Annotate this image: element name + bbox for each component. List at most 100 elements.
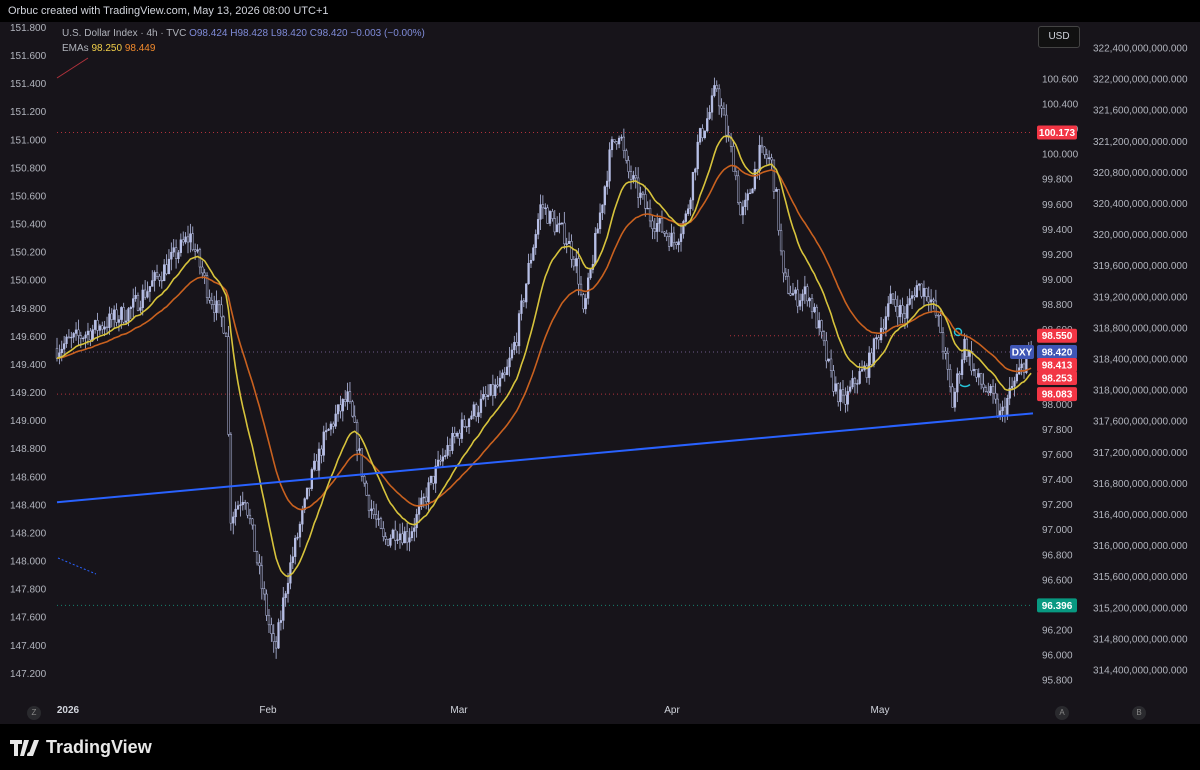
candle-body <box>467 418 471 427</box>
far-right-tick-label: 321,600,000,000.000 <box>1093 106 1188 117</box>
candle-body <box>744 199 747 207</box>
candle-body <box>818 320 821 329</box>
candle-body <box>89 330 92 341</box>
price-tag-label: 98.550 <box>1042 331 1073 342</box>
candle-body <box>889 293 892 304</box>
candle-body <box>317 448 321 471</box>
candle-body <box>813 306 816 313</box>
candle-body <box>944 350 947 354</box>
scale-mode-button[interactable]: B <box>1132 706 1146 720</box>
right-tick-label: 97.000 <box>1042 525 1073 536</box>
candle-body <box>810 298 814 313</box>
candle-body <box>279 620 283 623</box>
candle-body <box>791 293 795 296</box>
candle-body <box>101 325 104 330</box>
tradingview-logo[interactable]: TradingView <box>10 737 152 758</box>
candle-body <box>510 349 514 359</box>
candle-body <box>546 207 549 224</box>
candle-body <box>86 330 90 336</box>
candle-body <box>770 157 773 161</box>
candle-body <box>848 386 852 392</box>
candle-body <box>477 412 480 417</box>
candle-body <box>398 533 402 541</box>
price-chart[interactable]: 151.800 151.600 151.400 151.200 151.000 150.8… <box>0 22 1200 724</box>
zoom-button[interactable]: Z <box>27 706 41 720</box>
auto-scale-button[interactable]: A <box>1055 706 1069 720</box>
ema-fast-line <box>56 135 1032 578</box>
far-right-tick-label: 317,200,000,000.000 <box>1093 448 1188 459</box>
candle-body <box>675 242 678 246</box>
candle-body <box>984 387 988 392</box>
right-tick-label: 99.400 <box>1042 225 1073 236</box>
chart-area[interactable]: 151.800 151.600 151.400 151.200 151.000 150.8… <box>0 22 1200 724</box>
left-tick-label: 148.400 <box>10 500 47 511</box>
candle-body <box>684 213 687 222</box>
left-tick-label: 150.600 <box>10 191 47 202</box>
candle-body <box>244 501 247 504</box>
candle-body <box>660 218 664 233</box>
candle-body <box>222 316 225 334</box>
candle-body <box>903 313 907 319</box>
price-tag-bg <box>1037 125 1077 140</box>
left-tick-label: 149.400 <box>10 360 47 371</box>
candle-body <box>541 204 545 209</box>
right-tick-label: 97.600 <box>1042 450 1073 461</box>
candle-body <box>601 204 604 214</box>
candle-body <box>882 327 885 330</box>
candle-body <box>787 275 790 294</box>
candle-body <box>608 149 611 182</box>
candle-body <box>687 208 690 214</box>
candle-body <box>415 514 418 529</box>
candle-body <box>558 222 561 225</box>
candle-body <box>970 350 973 372</box>
candle-body <box>425 496 428 503</box>
drawing-line <box>56 57 89 79</box>
candle-body <box>637 177 640 198</box>
candle-body <box>258 562 261 567</box>
candle-body <box>822 331 826 342</box>
candle-body <box>284 593 287 598</box>
candle-body <box>696 141 699 170</box>
far-right-tick-label: 316,800,000,000.000 <box>1093 479 1188 490</box>
right-tick-label: 97.800 <box>1042 425 1073 436</box>
candle-body <box>329 423 333 430</box>
candle-body <box>732 146 735 172</box>
candle-body <box>298 523 302 538</box>
candle-body <box>525 283 528 303</box>
candle-body <box>789 292 792 296</box>
left-tick-label: 149.800 <box>10 304 47 315</box>
candle-body <box>491 384 495 396</box>
candle-body <box>1015 373 1019 382</box>
candle-body <box>844 394 847 405</box>
left-tick-label: 150.200 <box>10 248 47 259</box>
candle-body <box>453 432 456 437</box>
currency-button[interactable]: USD <box>1038 26 1080 48</box>
candle-body <box>294 537 297 557</box>
legend-low: L98.420 <box>270 28 307 39</box>
candle-body <box>872 338 876 365</box>
legend-emas-label: EMAs <box>62 43 89 54</box>
left-axis: 151.800 151.600 151.400 151.200 151.000 150.8… <box>10 23 47 680</box>
candle-body <box>239 504 242 506</box>
candle-body <box>191 233 194 251</box>
candle-body <box>241 501 244 506</box>
right-tick-label: 99.000 <box>1042 275 1073 286</box>
candle-body <box>70 336 73 339</box>
candle-body <box>344 399 347 402</box>
candle-body <box>853 378 857 384</box>
candle-body <box>798 300 802 307</box>
far-right-tick-label: 321,200,000,000.000 <box>1093 137 1188 148</box>
candle-body <box>74 329 78 334</box>
candle-body <box>313 460 316 470</box>
candle-body <box>999 410 1002 416</box>
left-tick-label: 151.000 <box>10 135 47 146</box>
candle-body <box>379 518 383 529</box>
candle-body <box>110 313 113 320</box>
candle-body <box>527 262 530 285</box>
marker-icon <box>953 327 963 337</box>
candle-body <box>979 373 983 385</box>
candle-body <box>120 307 123 320</box>
candle-body <box>341 399 344 412</box>
candle-body <box>370 508 373 512</box>
candle-body <box>282 597 285 621</box>
